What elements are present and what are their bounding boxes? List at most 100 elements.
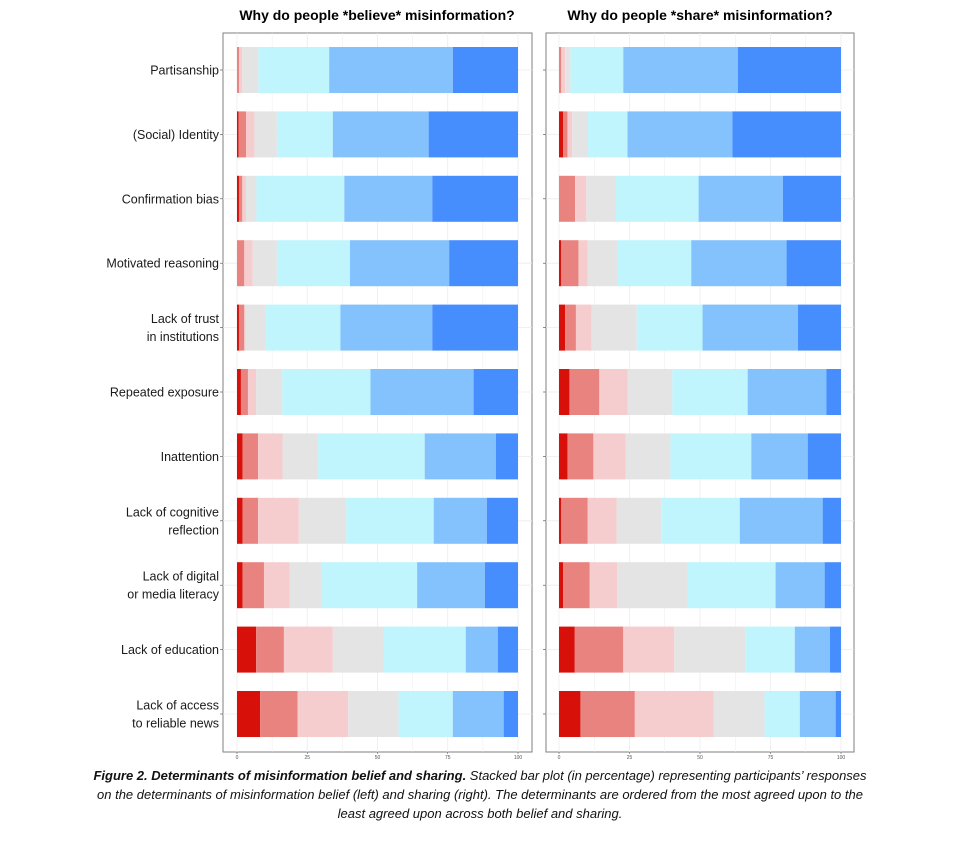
bar-segment xyxy=(559,47,562,93)
bar-segment xyxy=(617,240,692,287)
bar-segment xyxy=(256,626,284,673)
bar-segment xyxy=(670,433,752,480)
bar-segment xyxy=(627,369,673,415)
bar-segment xyxy=(297,691,349,737)
bar-segment xyxy=(559,497,562,544)
bar-segment xyxy=(561,240,579,287)
bar-segment xyxy=(432,304,518,351)
bar-segment xyxy=(559,240,562,287)
bar-segment xyxy=(591,304,637,351)
bar-segment xyxy=(237,111,239,158)
x-tick-label: 25 xyxy=(304,755,310,761)
bar-segment xyxy=(237,369,241,415)
bar-segment xyxy=(563,562,590,609)
bar-segment xyxy=(332,626,384,673)
x-tick-label: 0 xyxy=(236,755,239,761)
bar-segment xyxy=(247,369,257,415)
bar-segment xyxy=(242,47,259,93)
bar-segment xyxy=(417,562,485,609)
bar-segment xyxy=(503,691,518,737)
bar-segment xyxy=(574,626,624,673)
bar-segment xyxy=(625,433,671,480)
bar-segment xyxy=(593,433,626,480)
bar-segment xyxy=(237,175,239,222)
bar-segment xyxy=(238,175,243,222)
bar-segment xyxy=(687,562,776,609)
bar-segment xyxy=(484,562,518,609)
y-tick-label: Lack of access to reliable news xyxy=(132,699,219,731)
bar-segment xyxy=(473,369,518,415)
bar-segment xyxy=(252,240,277,287)
x-tick-label: 100 xyxy=(514,755,523,761)
x-tick-label: 75 xyxy=(445,755,451,761)
bar-segment xyxy=(276,240,350,287)
bar-segment xyxy=(835,691,841,737)
bar-segment xyxy=(240,369,248,415)
bar-segment xyxy=(237,626,257,673)
bar-segment xyxy=(383,626,466,673)
bar-segment xyxy=(242,497,259,544)
bar-segment xyxy=(329,47,453,93)
bar-segment xyxy=(254,111,277,158)
bar-segment xyxy=(245,111,255,158)
bar-segment xyxy=(398,691,453,737)
bar-segment xyxy=(237,691,261,737)
y-tick-label: Lack of education xyxy=(121,643,219,657)
bar-segment xyxy=(830,626,841,673)
bar-segment xyxy=(559,111,564,158)
bar-segment xyxy=(265,304,341,351)
bar-segment xyxy=(565,304,576,351)
bar-segment xyxy=(575,304,592,351)
bar-segment xyxy=(237,562,243,609)
bar-segment xyxy=(589,562,618,609)
bar-segment xyxy=(318,433,425,480)
x-tick-label: 75 xyxy=(768,755,774,761)
bar-segment xyxy=(237,304,239,351)
bar-segment xyxy=(617,562,688,609)
bar-segment xyxy=(615,175,699,222)
caption-title: Figure 2. Determinants of misinformation… xyxy=(93,768,467,783)
x-tick-label: 0 xyxy=(558,755,561,761)
bar-segment xyxy=(561,47,566,93)
bar-segment xyxy=(245,304,266,351)
bar-segment xyxy=(623,626,675,673)
bar-segment xyxy=(636,304,703,351)
bar-segment xyxy=(486,497,518,544)
bar-segment xyxy=(497,626,518,673)
bar-segment xyxy=(672,369,748,415)
bar-segment xyxy=(786,240,841,287)
bar-segment xyxy=(242,433,259,480)
figure-caption: Figure 2. Determinants of misinformation… xyxy=(90,766,870,823)
bar-segment xyxy=(698,175,783,222)
bar-segment xyxy=(245,175,257,222)
bar-segment xyxy=(567,433,594,480)
bar-segment xyxy=(563,111,568,158)
bar-segment xyxy=(559,433,568,480)
y-tick-label: Motivated reasoning xyxy=(106,257,219,271)
bar-segment xyxy=(826,369,841,415)
bar-segment xyxy=(495,433,518,480)
bar-segment xyxy=(238,47,243,93)
bar-segment xyxy=(559,369,570,415)
bar-segment xyxy=(449,240,518,287)
bar-segment xyxy=(739,497,823,544)
bar-segment xyxy=(238,111,246,158)
panel-share: Why do people *share* misinformation? 0 25… xyxy=(543,7,855,761)
bar-segment xyxy=(256,175,345,222)
bar-segment xyxy=(586,175,616,222)
bar-segment xyxy=(237,433,243,480)
chart-title: Why do people *share* misinformation? xyxy=(567,7,832,23)
bar-segment xyxy=(260,691,298,737)
y-tick-label: Lack of digital or media literacy xyxy=(127,570,219,602)
bar-segment xyxy=(258,497,299,544)
bar-segment xyxy=(283,626,333,673)
bar-segment xyxy=(745,626,795,673)
bar-segment xyxy=(824,562,841,609)
bar-segment xyxy=(428,111,518,158)
bar-segment xyxy=(627,111,733,158)
bar-segment xyxy=(559,304,566,351)
bar-segment xyxy=(465,626,498,673)
bar-segment xyxy=(782,175,841,222)
y-tick-label: Lack of cognitive reflection xyxy=(126,505,219,537)
